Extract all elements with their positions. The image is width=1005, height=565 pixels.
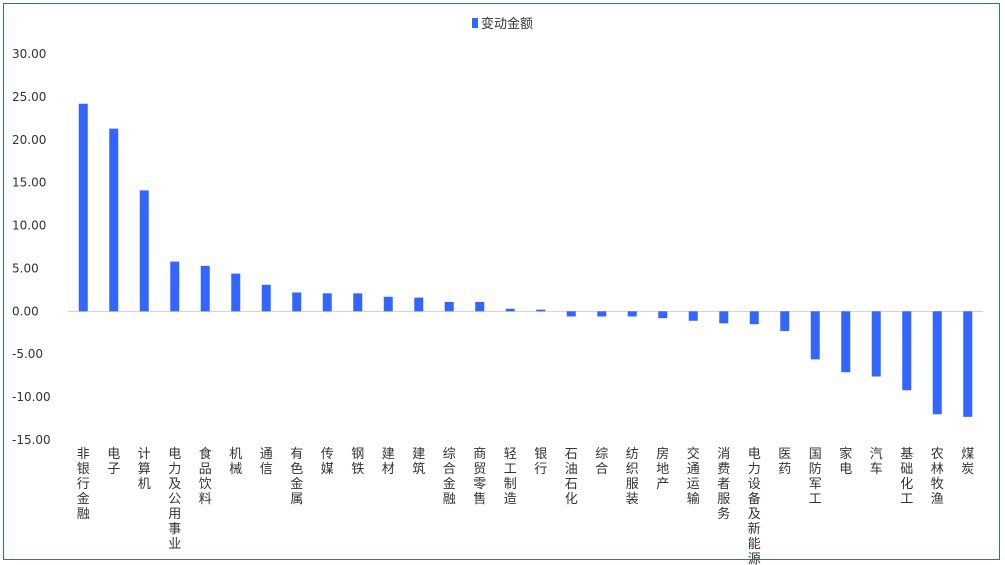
y-axis: 30.00 25.00 20.00 15.00 10.00 5.00 0.00 -5.00 -1… [12,47,51,447]
chart-frame [3,3,1000,560]
x-category-label: 钢铁 [351,447,364,477]
legend-label: 变动金额 [481,16,533,32]
x-category-label: 房地产 [656,446,669,492]
bar [200,265,210,312]
bar [322,293,332,312]
bar [932,311,942,415]
y-tick-label: 25.00 [12,90,46,104]
bar [566,311,576,317]
x-category-label: 农林牧渔 [931,447,944,507]
y-tick-label: -15.00 [12,433,51,447]
x-category-label: 轻工制造 [504,447,517,507]
x-category-label: 家电 [839,446,852,477]
x-category-label: 综合 [595,447,608,477]
bar [139,190,149,312]
bar [871,311,881,377]
bar [658,311,668,319]
x-category-label: 石油石化 [565,447,578,507]
bar [414,297,424,312]
x-category-label: 汽车 [870,447,883,477]
bar [688,311,698,321]
y-tick-label: 20.00 [12,133,46,147]
y-tick-label: 0.00 [12,304,39,318]
x-category-label: 国防军工 [809,447,822,507]
bar [353,293,363,312]
x-category-label: 交通运输 [687,446,700,507]
bar [780,311,790,332]
bar [78,103,88,312]
x-category-label: 纺织服装 [626,447,639,507]
x-category-label: 银行 [534,447,547,477]
bar [749,311,759,325]
bar [231,273,241,312]
x-category-label: 有色金属 [290,447,303,507]
x-category-label: 机械 [229,447,242,477]
legend-swatch [472,18,478,28]
bar [292,292,302,312]
bar [810,311,820,360]
y-tick-label: -10.00 [12,390,51,404]
x-category-label: 消费者服务 [717,447,730,522]
x-category-label: 建材 [382,447,395,477]
x-category-label: 计算机 [138,447,151,492]
bar [505,308,515,312]
bar [963,311,973,417]
bar [170,261,180,312]
x-category-label: 基础化工 [900,447,913,507]
y-tick-label: 30.00 [12,47,46,61]
x-category-label: 电子 [107,447,120,477]
x-category-label: 非银行金融 [77,447,90,522]
legend: 变动金额 [472,16,533,32]
bar [597,311,607,317]
bar [841,311,851,373]
x-category-label: 综合金融 [443,447,456,507]
x-category-label: 建筑 [412,447,425,477]
x-category-label: 食品饮料 [199,446,212,507]
bar [109,128,119,312]
x-category-label: 传媒 [321,447,334,477]
bar [261,284,271,312]
bar [475,301,485,312]
bar [902,311,912,391]
bar [627,311,637,317]
bar [536,309,546,312]
y-tick-label: 5.00 [12,261,39,275]
x-category-label: 商贸零售 [473,447,486,507]
bar [383,296,393,312]
x-category-label: 电力设备及新能源 [748,447,761,565]
bar [444,301,454,312]
y-tick-label: 15.00 [12,176,46,190]
x-category-label: 医药 [778,447,791,477]
y-tick-label: -5.00 [12,347,43,361]
bar [719,311,729,324]
x-category-label: 煤炭 [961,447,974,477]
x-category-label: 电力及公用事业 [168,447,181,552]
y-tick-label: 10.00 [12,219,46,233]
bars [78,103,973,417]
x-category-label: 通信 [260,447,273,477]
